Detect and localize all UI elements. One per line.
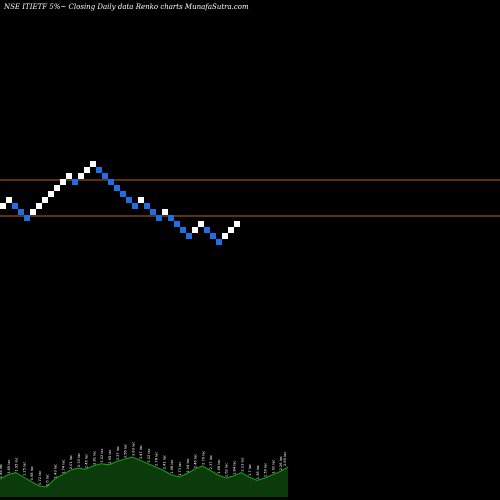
renko-brick-down [126, 197, 132, 203]
renko-brick-up [6, 197, 12, 203]
volume-label: 1.62 lac [225, 463, 229, 477]
volume-label: 3.02 lac [100, 448, 104, 462]
volume-label: 2.65 lac [283, 452, 287, 466]
renko-brick-up [198, 221, 204, 227]
volume-area [0, 457, 288, 497]
renko-brick-down [120, 191, 126, 197]
renko-brick-down [72, 179, 78, 185]
renko-brick-down [180, 227, 186, 233]
renko-brick-down [132, 203, 138, 209]
renko-brick-down [18, 209, 24, 215]
volume-label: 2.41 lac [163, 455, 167, 469]
renko-brick-up [78, 173, 84, 179]
volume-label: 1.43 lac [54, 464, 58, 478]
volume-label: 1.74 lac [61, 459, 65, 473]
volume-label: 2.79 lac [201, 451, 205, 465]
volume-label: 2.04 lac [186, 458, 190, 472]
renko-bricks [0, 161, 240, 245]
renko-brick-up [48, 191, 54, 197]
volume-label: 1.91 lac [271, 459, 275, 473]
chart-title: NSE ITIETF 5%~ Closing Daily data Renko … [3, 3, 249, 11]
renko-brick-down [210, 233, 216, 239]
volume-label: 1.65 lac [7, 459, 11, 473]
renko-brick-down [204, 227, 210, 233]
title-symbol: NSE ITIETF [3, 3, 48, 11]
title-description: Closing Daily data Renko charts [69, 3, 184, 11]
renko-brick-down [114, 185, 120, 191]
volume-label: 2.26 lac [279, 456, 283, 470]
volume-label: 1.84 lac [233, 461, 237, 475]
renko-brick-down [156, 215, 162, 221]
renko-brick-up [30, 209, 36, 215]
volume-label: 1.95 lac [15, 457, 19, 471]
volume-label: 3.47 lac [139, 445, 143, 459]
renko-brick-up [222, 233, 228, 239]
volume-labels: 1.46 lac 1.65 lac 1.95 lac 1.25 lac 0.98 lac… [0, 442, 287, 486]
volume-label: 2.46 lac [194, 454, 198, 468]
renko-brick-down [186, 233, 192, 239]
volume-label: 2.81 lac [92, 451, 96, 465]
renko-brick-up [54, 185, 60, 191]
volume-label: 1.96 lac [217, 459, 221, 473]
renko-brick-down [144, 203, 150, 209]
volume-label: 2.45 lac [85, 454, 89, 468]
volume-label: 3.37 lac [116, 446, 120, 460]
volume-label: 1.73 lac [178, 462, 182, 476]
volume-label: 0.72 lac [38, 471, 42, 485]
volume-label: 1.98 lac [170, 459, 174, 473]
renko-brick-up [228, 227, 234, 233]
volume-label: 1.46 lac [0, 464, 3, 478]
renko-brick-down [12, 203, 18, 209]
renko-brick-up [60, 179, 66, 185]
renko-brick-down [108, 179, 114, 185]
renko-brick-up [192, 227, 198, 233]
volume-label: 0.6 lac [46, 474, 50, 486]
renko-brick-up [138, 197, 144, 203]
volume-label: 3.56 lac [124, 444, 128, 458]
renko-brick-up [162, 209, 168, 215]
renko-brick-down [96, 167, 102, 173]
renko-brick-down [174, 221, 180, 227]
renko-brick-down [168, 215, 174, 221]
volume-label: 2.37 lac [209, 455, 213, 469]
renko-brick-down [102, 173, 108, 179]
volume-label: 1.59 lac [264, 463, 268, 477]
title-percent: 5% [49, 3, 60, 11]
volume-edge-line [0, 456, 289, 488]
renko-brick-up [84, 167, 90, 173]
volume-label: 2.01 lac [69, 455, 73, 469]
renko-brick-up [42, 197, 48, 203]
renko-brick-up [234, 221, 240, 227]
volume-label: 3.83 lac [131, 442, 135, 456]
renko-brick-down [216, 239, 222, 245]
volume-label: 3.02 lac [147, 448, 151, 462]
renko-brick-up [66, 173, 72, 179]
volume-label: 0.98 lac [30, 466, 34, 480]
renko-brick-down [150, 209, 156, 215]
renko-brick-up [90, 161, 96, 167]
volume-label: 2.33 lac [77, 453, 81, 467]
volume-label: 1.38 lac [256, 465, 260, 479]
volume-label: 2.95 lac [108, 449, 112, 463]
volume-label: 2.78 lac [155, 452, 159, 466]
renko-brick-up [0, 203, 6, 209]
volume-label: 1.25 lac [22, 462, 26, 476]
volume-label: 1.7 lac [248, 464, 252, 476]
volume-label: 2.13 lac [240, 457, 244, 471]
renko-brick-down [24, 215, 30, 221]
title-arrow: ~ [60, 3, 66, 11]
renko-brick-up [36, 203, 42, 209]
title-site: MunafaSutra.com [184, 3, 249, 11]
